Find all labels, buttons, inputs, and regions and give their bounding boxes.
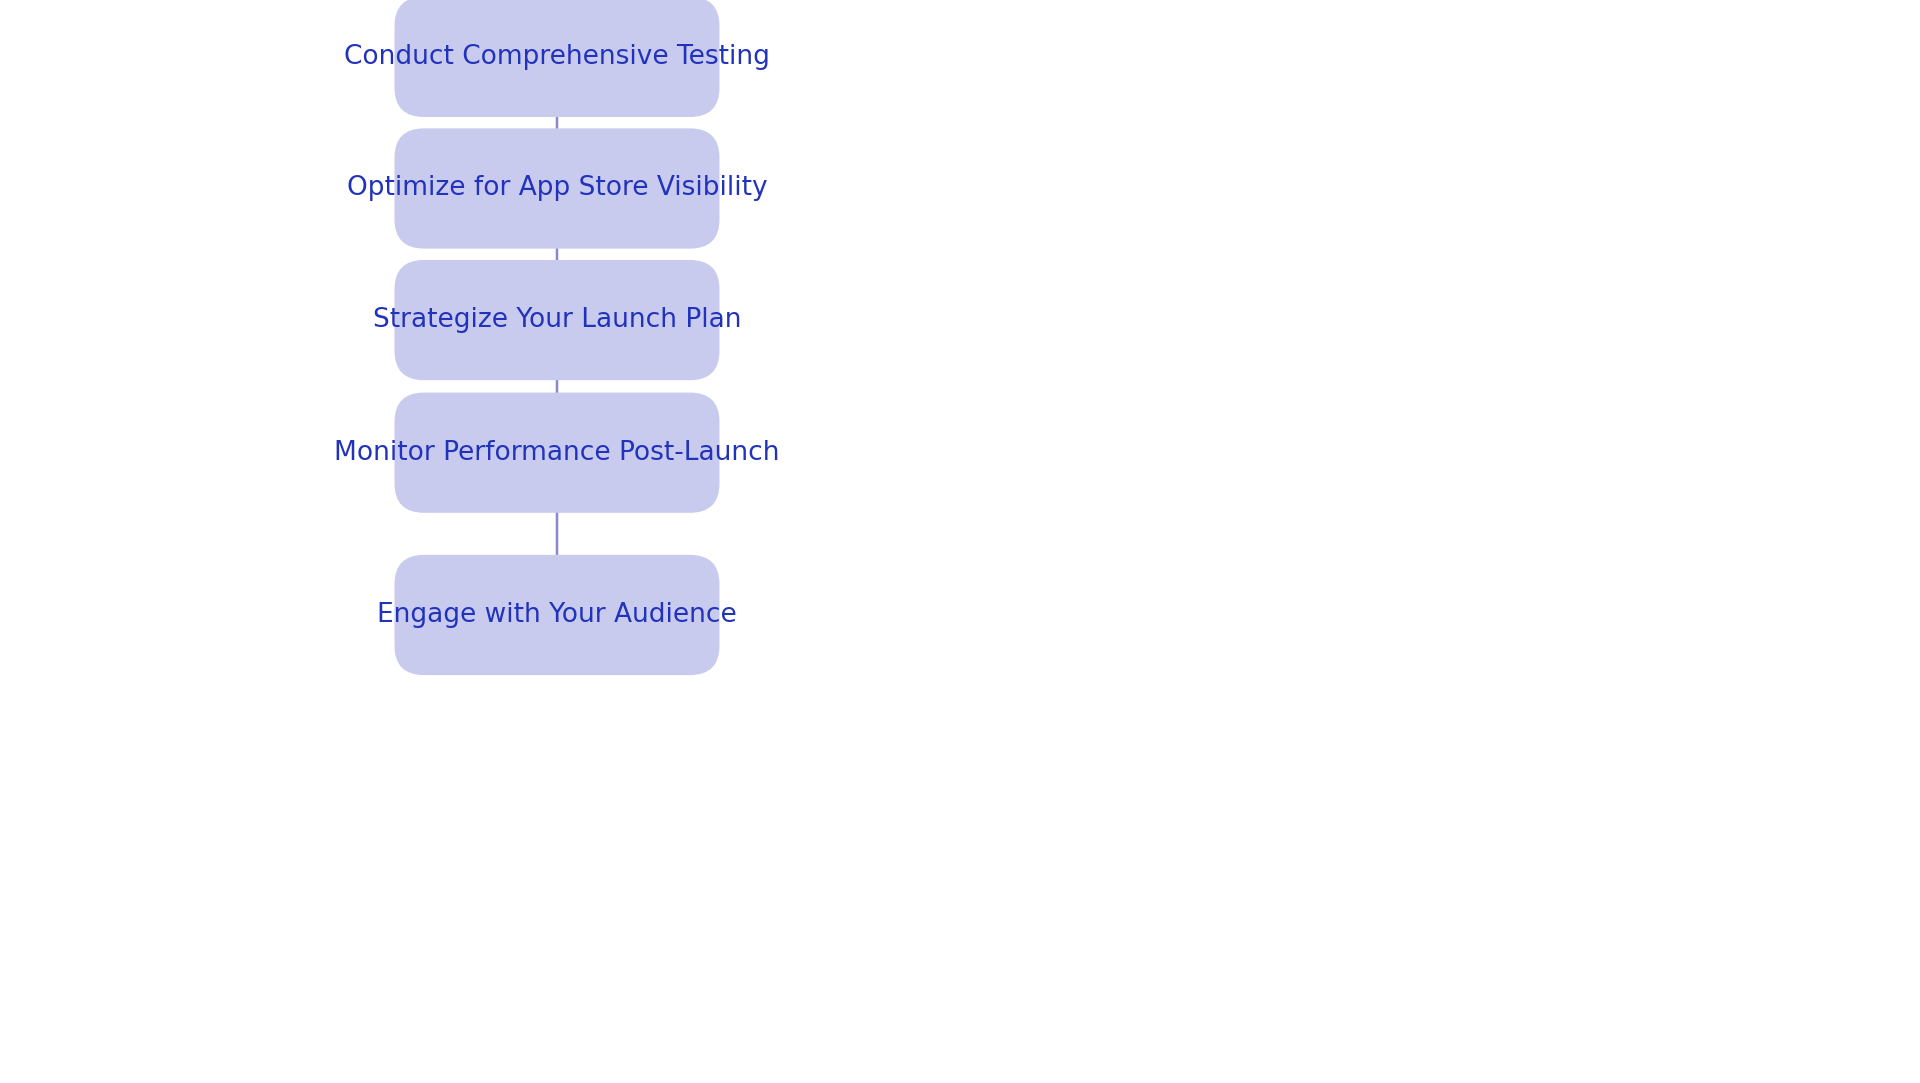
Text: Monitor Performance Post-Launch: Monitor Performance Post-Launch	[334, 440, 780, 466]
FancyBboxPatch shape	[394, 129, 720, 249]
FancyBboxPatch shape	[394, 260, 720, 380]
FancyBboxPatch shape	[394, 392, 720, 513]
Text: Strategize Your Launch Plan: Strategize Your Launch Plan	[372, 308, 741, 334]
Text: Optimize for App Store Visibility: Optimize for App Store Visibility	[348, 175, 768, 201]
Text: Engage with Your Audience: Engage with Your Audience	[376, 602, 737, 628]
FancyBboxPatch shape	[394, 554, 720, 675]
FancyBboxPatch shape	[394, 0, 720, 117]
Text: Conduct Comprehensive Testing: Conduct Comprehensive Testing	[344, 44, 770, 70]
